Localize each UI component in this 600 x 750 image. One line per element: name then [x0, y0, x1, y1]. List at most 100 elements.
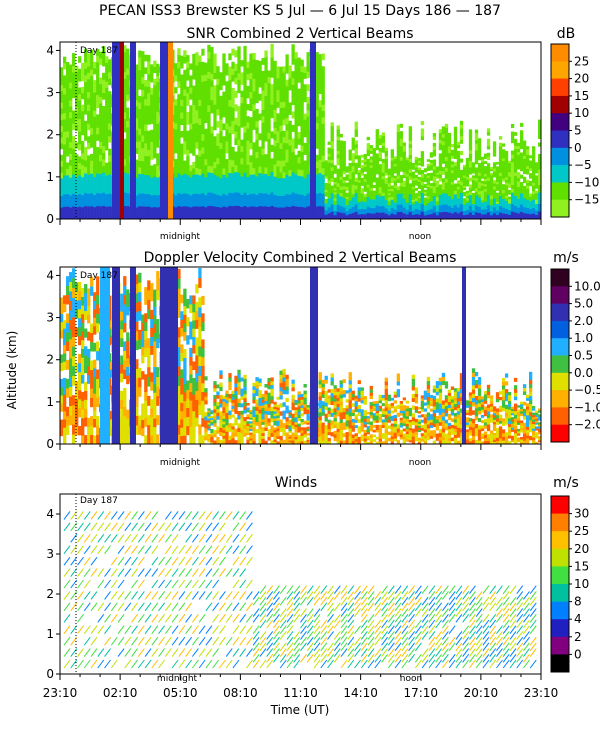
snr-cell [441, 152, 446, 157]
snr-cell [423, 199, 428, 202]
snr-cell [195, 109, 199, 117]
doppler-cell [222, 435, 226, 439]
snr-cell [255, 72, 259, 79]
snr-cell [189, 177, 193, 184]
doppler-cell [93, 384, 97, 394]
snr-cell [405, 183, 410, 187]
snr-cell [501, 163, 506, 168]
snr-cell [105, 143, 109, 151]
snr-cell [291, 192, 295, 200]
doppler-cell [84, 355, 88, 365]
snr-cell [285, 149, 289, 156]
snr-cell [279, 101, 283, 109]
snr-cell [375, 156, 379, 161]
snr-cell [333, 204, 337, 207]
snr-cell [324, 194, 328, 197]
doppler-cell [135, 274, 139, 285]
snr-cell [240, 157, 244, 165]
snr-cell [399, 134, 404, 139]
snr-cell [444, 208, 449, 212]
snr-cell [246, 146, 250, 153]
snr-cell [300, 151, 304, 159]
snr-cell [213, 212, 217, 219]
snr-cell [513, 185, 518, 190]
doppler-cell [156, 271, 160, 281]
doppler-cell [240, 403, 244, 408]
snr-cell [483, 168, 488, 172]
snr-cell [456, 216, 461, 219]
snr-cell [261, 128, 265, 136]
snr-cell [156, 81, 160, 88]
snr-cell [285, 98, 289, 106]
snr-cell [501, 210, 506, 214]
snr-cell [492, 180, 497, 184]
snr-cell [60, 108, 64, 115]
snr-cell [501, 207, 506, 211]
snr-cell [261, 148, 265, 155]
snr-cell [135, 82, 139, 89]
doppler-cell [90, 434, 94, 444]
snr-cell [231, 212, 235, 219]
snr-cell [210, 132, 214, 140]
snr-cell [420, 154, 425, 159]
snr-cell [516, 192, 521, 196]
snr-cell [369, 147, 373, 152]
doppler-cell [231, 396, 235, 400]
snr-cell [333, 167, 337, 170]
snr-cell [459, 196, 464, 201]
snr-cell [489, 188, 494, 192]
snr-cell [420, 132, 425, 137]
snr-cell [510, 192, 515, 197]
doppler-cell [153, 341, 157, 350]
snr-cell [480, 164, 485, 167]
snr-cell [372, 165, 376, 169]
snr-cell [351, 140, 355, 145]
snr-cell [210, 46, 214, 54]
snr-cell [537, 215, 541, 219]
doppler-cell [147, 280, 151, 291]
doppler-cell [138, 272, 142, 283]
doppler-cell [279, 419, 283, 424]
snr-cell [267, 95, 271, 102]
snr-cell [492, 165, 497, 169]
snr-cell [195, 84, 199, 92]
snr-cell [522, 170, 527, 174]
snr-cell [417, 209, 422, 213]
snr-cell [393, 211, 397, 215]
snr-cell [363, 184, 367, 187]
snr-cell [480, 159, 485, 163]
doppler-cell [255, 399, 259, 404]
snr-cell [330, 155, 334, 160]
doppler-cell [84, 364, 88, 374]
snr-cell [369, 201, 373, 206]
snr-cell [330, 215, 334, 219]
snr-cell [402, 166, 407, 170]
snr-cell [462, 200, 467, 203]
snr-cell [426, 173, 431, 176]
snr-cell [492, 186, 497, 190]
snr-cell [438, 184, 443, 189]
snr-cell [237, 139, 241, 147]
snr-cell [75, 183, 79, 190]
snr-cell [525, 168, 530, 172]
snr-cell [456, 195, 461, 199]
doppler-cell [138, 424, 142, 435]
snr-cell [369, 176, 373, 180]
snr-cell [75, 112, 79, 120]
snr-cell [480, 173, 485, 177]
snr-cell [276, 154, 280, 161]
snr-cell [363, 204, 367, 207]
doppler-cell [276, 433, 280, 437]
doppler-cell [144, 374, 148, 384]
snr-cell [534, 199, 539, 202]
snr-cell [501, 172, 506, 176]
doppler-cell [90, 425, 94, 436]
snr-cell [381, 172, 385, 177]
snr-cell [477, 166, 482, 170]
snr-cell [180, 193, 184, 201]
snr-cell [156, 63, 160, 71]
doppler-cell [81, 391, 85, 401]
snr-cell [231, 107, 235, 115]
doppler-cell [120, 417, 124, 427]
snr-cell [339, 143, 343, 148]
